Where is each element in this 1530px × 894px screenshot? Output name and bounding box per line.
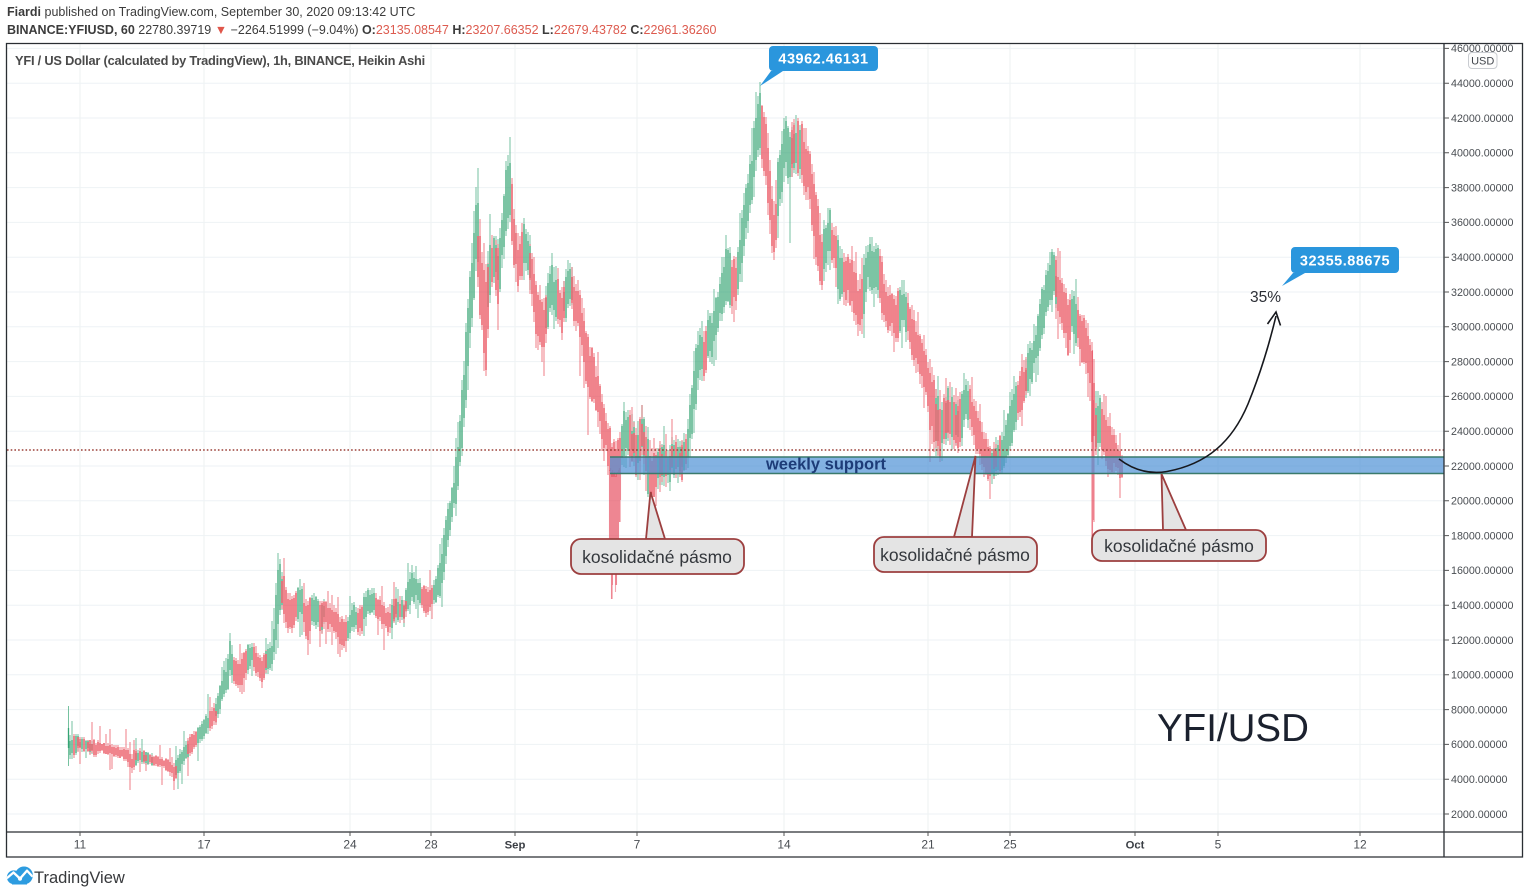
svg-text:YFI / US Dollar (calculated by: YFI / US Dollar (calculated by TradingVi… <box>15 53 425 68</box>
svg-text:35%: 35% <box>1250 289 1281 306</box>
svg-text:22000.00000: 22000.00000 <box>1451 461 1513 473</box>
svg-text:20000.00000: 20000.00000 <box>1451 496 1513 508</box>
svg-text:12: 12 <box>1353 838 1367 852</box>
svg-text:kosolidačné pásmo: kosolidačné pásmo <box>880 545 1030 565</box>
svg-text:BINANCE:YFIUSD, 60 22780.3971: BINANCE:YFIUSD, 60 22780.39719 ▼ −2264.5… <box>7 23 717 37</box>
svg-text:30000.00000: 30000.00000 <box>1451 322 1513 334</box>
svg-text:44000.00000: 44000.00000 <box>1451 78 1513 90</box>
svg-text:kosolidačné pásmo: kosolidačné pásmo <box>1104 536 1254 556</box>
svg-text:18000.00000: 18000.00000 <box>1451 530 1513 542</box>
svg-text:2000.00000: 2000.00000 <box>1451 809 1508 821</box>
svg-text:Sep: Sep <box>505 840 526 852</box>
svg-text:14000.00000: 14000.00000 <box>1451 600 1513 612</box>
svg-text:25: 25 <box>1003 838 1017 852</box>
svg-text:12000.00000: 12000.00000 <box>1451 635 1513 647</box>
svg-text:38000.00000: 38000.00000 <box>1451 182 1513 194</box>
svg-text:TradingView: TradingView <box>34 869 125 887</box>
svg-text:21: 21 <box>921 838 935 852</box>
svg-text:YFI/USD: YFI/USD <box>1157 707 1309 750</box>
svg-text:4000.00000: 4000.00000 <box>1451 774 1508 786</box>
svg-text:32000.00000: 32000.00000 <box>1451 287 1513 299</box>
svg-text:6000.00000: 6000.00000 <box>1451 739 1508 751</box>
svg-text:7: 7 <box>634 838 641 852</box>
svg-text:14: 14 <box>777 838 791 852</box>
svg-text:40000.00000: 40000.00000 <box>1451 148 1513 160</box>
svg-text:weekly support: weekly support <box>765 456 887 474</box>
svg-text:28000.00000: 28000.00000 <box>1451 356 1513 368</box>
svg-text:46000.00000: 46000.00000 <box>1451 43 1513 55</box>
svg-text:8000.00000: 8000.00000 <box>1451 704 1508 716</box>
svg-text:16000.00000: 16000.00000 <box>1451 565 1513 577</box>
svg-text:42000.00000: 42000.00000 <box>1451 113 1513 125</box>
svg-text:34000.00000: 34000.00000 <box>1451 252 1513 264</box>
svg-text:36000.00000: 36000.00000 <box>1451 217 1513 229</box>
svg-text:Oct: Oct <box>1126 840 1145 852</box>
svg-text:10000.00000: 10000.00000 <box>1451 670 1513 682</box>
svg-text:17: 17 <box>197 838 211 852</box>
svg-text:11: 11 <box>74 838 87 852</box>
svg-text:5: 5 <box>1215 838 1222 852</box>
svg-text:26000.00000: 26000.00000 <box>1451 391 1513 403</box>
svg-text:USD: USD <box>1471 55 1494 67</box>
svg-text:32355.88675: 32355.88675 <box>1300 254 1390 270</box>
svg-text:24: 24 <box>343 838 357 852</box>
svg-text:43962.46131: 43962.46131 <box>778 52 868 68</box>
svg-text:Fiardi published on TradingVie: Fiardi published on TradingView.com, Sep… <box>7 5 415 19</box>
svg-text:28: 28 <box>424 838 438 852</box>
svg-text:24000.00000: 24000.00000 <box>1451 426 1513 438</box>
svg-text:kosolidačné pásmo: kosolidačné pásmo <box>582 547 732 567</box>
